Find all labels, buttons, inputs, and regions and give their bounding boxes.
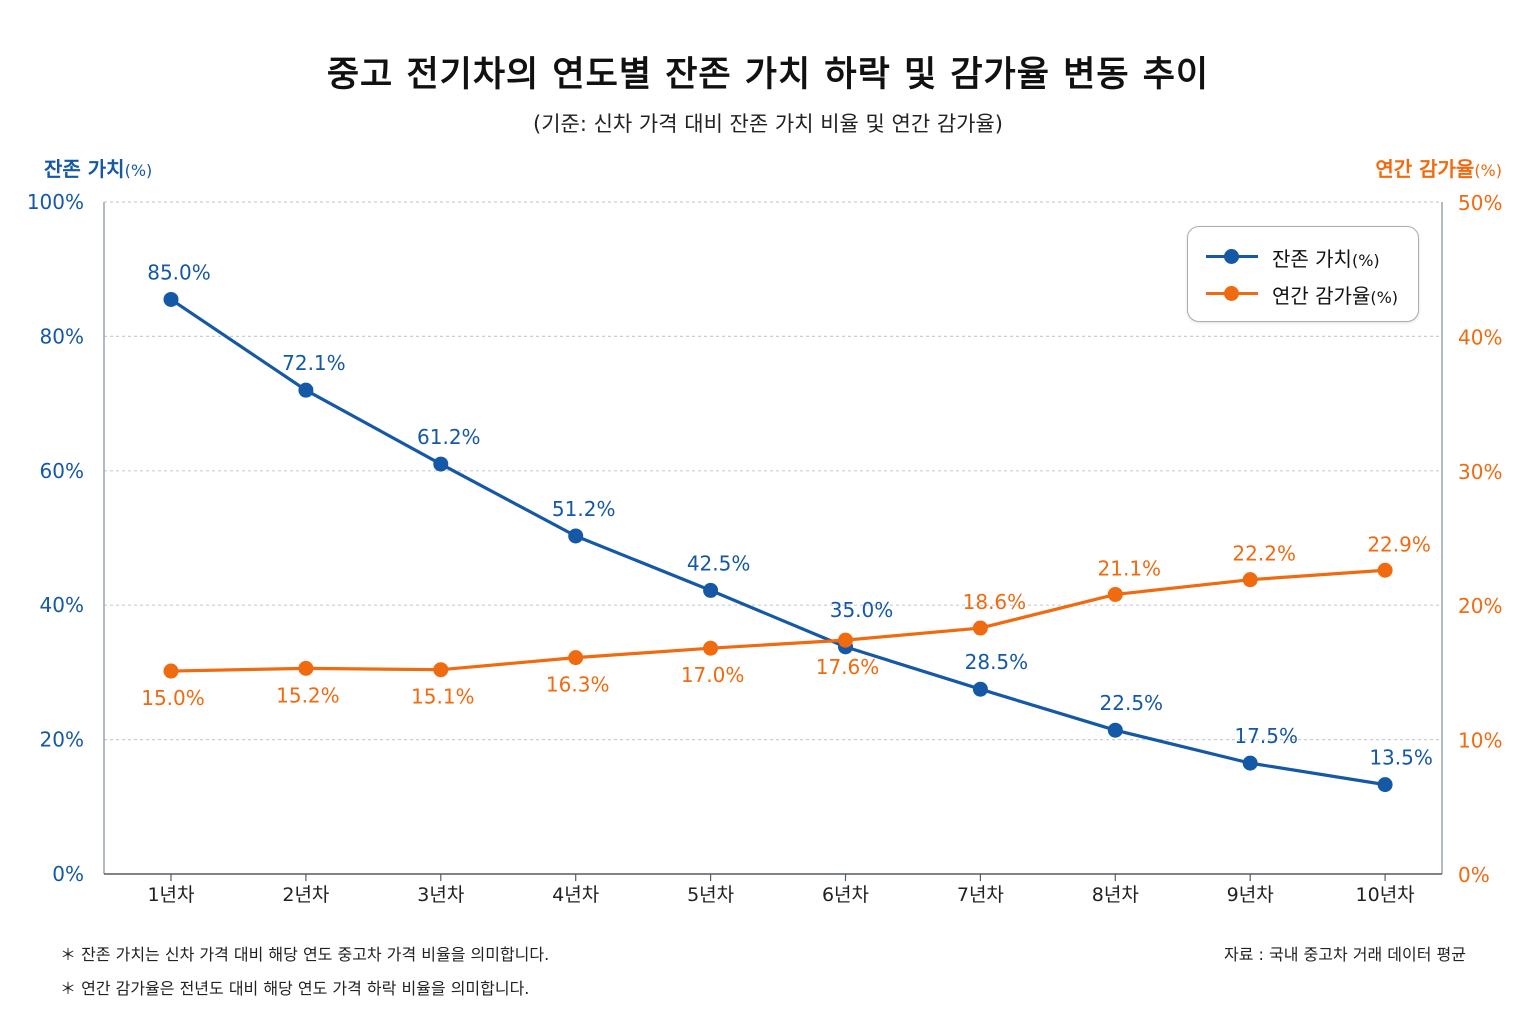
left-axis-title-text: 잔존 가치 [44, 157, 125, 181]
data-point-depreciation [703, 640, 719, 656]
x-tick-label: 5년차 [687, 884, 734, 906]
data-label-depreciation: 22.9% [1367, 532, 1431, 556]
legend-label-depreciation: 연간 감가율(%) [1272, 280, 1398, 309]
data-point-residual [433, 456, 449, 472]
footnote-residual: ＊ 잔존 가치는 신차 가격 대비 해당 연도 중고차 가격 비율을 의미합니다… [60, 945, 550, 964]
data-point-residual [1107, 722, 1123, 738]
series-layer [163, 291, 1393, 793]
left-axis-unit: (%) [124, 161, 153, 180]
data-point-residual [1242, 755, 1258, 771]
x-tick-label: 10년차 [1356, 884, 1415, 906]
data-label-depreciation: 17.0% [681, 663, 745, 687]
data-point-residual [163, 291, 179, 307]
x-tick-label: 9년차 [1227, 884, 1274, 906]
footnote-depreciation: ＊ 연간 감가율은 전년도 대비 해당 연도 가격 하락 비율을 의미합니다. [60, 979, 530, 998]
series-line-residual [170, 298, 1386, 787]
grid-layer [104, 201, 1442, 741]
legend-marker-residual [1224, 249, 1239, 264]
footnotes: ＊ 잔존 가치는 신차 가격 대비 해당 연도 중고차 가격 비율을 의미합니다… [60, 938, 549, 1006]
label-layer: 85.0% 72.1% 61.2% 51.2% 42.5% 35.0% 28.5% 22.5%… [141, 260, 1433, 769]
left-tick-label: 40% [40, 593, 84, 617]
legend-item-residual[interactable]: 잔존 가치(%) [1206, 242, 1380, 272]
left-tick-label: 80% [40, 324, 84, 348]
data-point-depreciation [1107, 586, 1123, 602]
data-label-depreciation: 15.0% [141, 686, 205, 710]
data-label-depreciation: 22.2% [1232, 542, 1296, 566]
right-tick-label: 20% [1458, 594, 1502, 618]
data-point-depreciation [1377, 562, 1393, 578]
legend-name-residual: 잔존 가치 [1272, 246, 1352, 271]
data-label-depreciation: 15.1% [411, 685, 475, 709]
x-tick-label: 4년차 [552, 884, 599, 906]
right-axis-title-text: 연간 감가율 [1375, 157, 1475, 181]
data-label-residual: 17.5% [1234, 724, 1298, 748]
legend: 잔존 가치(%) 연간 감가율(%) [1187, 226, 1419, 322]
right-tick-label: 50% [1458, 191, 1502, 215]
data-point-residual [972, 681, 988, 697]
series-line-depreciation [170, 568, 1386, 673]
x-tick-label: 8년차 [1092, 884, 1139, 906]
right-axis-unit: (%) [1474, 161, 1502, 180]
x-tick-label: 6년차 [822, 884, 869, 906]
data-point-depreciation [568, 650, 584, 666]
legend-marker-depreciation [1224, 286, 1239, 301]
data-point-residual [568, 528, 584, 544]
legend-item-depreciation[interactable]: 연간 감가율(%) [1206, 279, 1398, 309]
right-tick-label: 30% [1458, 460, 1502, 484]
left-tick-label: 60% [40, 459, 84, 483]
x-tick-label: 2년차 [282, 884, 329, 906]
data-label-residual: 85.0% [147, 260, 211, 284]
right-axis-title: 연간 감가율(%) [1375, 153, 1502, 182]
data-label-depreciation: 21.1% [1098, 556, 1162, 580]
data-point-depreciation [1242, 572, 1258, 588]
data-point-residual [703, 582, 719, 598]
data-label-depreciation: 15.2% [276, 683, 340, 707]
x-tick-label: 7년차 [957, 884, 1004, 906]
data-point-depreciation [433, 662, 449, 678]
axis-layer: 0% 20% 40% 60% 80% 100% 0% 10% 20% 30% 40% 50% 1년차 2년… [27, 190, 1503, 906]
left-axis-title: 잔존 가치(%) [44, 153, 152, 182]
data-label-residual: 22.5% [1100, 691, 1164, 715]
data-point-depreciation [298, 660, 314, 676]
data-label-residual: 35.0% [830, 598, 894, 622]
left-tick-label: 0% [52, 862, 84, 886]
right-tick-label: 0% [1458, 863, 1490, 887]
chart-subtitle: (기준: 신차 가격 대비 잔존 가치 비율 및 연간 감가율) [533, 112, 1003, 136]
legend-unit-depreciation: (%) [1370, 287, 1399, 307]
x-tick-label: 3년차 [417, 884, 464, 906]
data-label-residual: 28.5% [965, 650, 1029, 674]
legend-swatch-depreciation [1206, 284, 1258, 304]
chart-title: 중고 전기차의 연도별 잔존 가치 하락 및 감가율 변동 추이 [326, 55, 1210, 95]
data-label-depreciation: 16.3% [546, 673, 610, 697]
data-label-residual: 72.1% [282, 351, 346, 375]
data-label-depreciation: 17.6% [816, 655, 880, 679]
left-tick-label: 20% [40, 728, 84, 752]
legend-name-depreciation: 연간 감가율 [1272, 283, 1371, 308]
data-label-residual: 13.5% [1369, 746, 1433, 770]
data-label-residual: 51.2% [552, 497, 616, 521]
right-tick-label: 10% [1458, 729, 1502, 753]
data-label-depreciation: 18.6% [963, 590, 1027, 614]
legend-label-residual: 잔존 가치(%) [1272, 243, 1380, 272]
data-point-depreciation [838, 632, 853, 648]
left-tick-label: 100% [27, 190, 84, 214]
data-point-depreciation [972, 620, 988, 636]
legend-swatch-residual [1206, 247, 1258, 267]
data-label-residual: 61.2% [417, 425, 481, 449]
data-point-depreciation [163, 663, 179, 679]
data-source: 자료 : 국내 중고차 거래 데이터 평균 [1224, 945, 1466, 964]
x-tick-label: 1년차 [147, 884, 194, 906]
data-point-residual [298, 382, 314, 398]
legend-unit-residual: (%) [1351, 250, 1380, 270]
right-tick-label: 40% [1458, 325, 1502, 349]
data-point-residual [1377, 777, 1393, 793]
data-label-residual: 42.5% [687, 551, 751, 575]
